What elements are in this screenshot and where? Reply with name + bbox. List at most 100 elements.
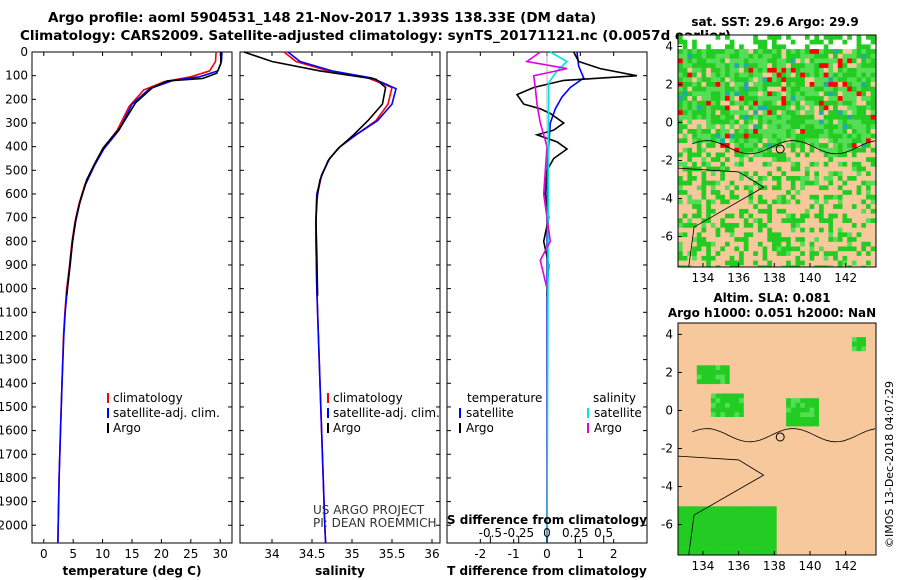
depth-tick-label: 1800 [0,471,28,485]
difference-legend-title-temperature: temperature [467,391,542,405]
sst-map-title: sat. SST: 29.6 Argo: 29.9 [691,15,858,29]
depth-tick-label: 500 [5,163,28,177]
s-difference-tick-label: -0.5 [479,526,502,540]
temperature-xtick-label: 25 [183,547,198,561]
s-difference-tick-label: 0.5 [594,526,613,540]
sst_map-xtick-label: 142 [834,271,857,285]
sst_map-ytick-label: -2 [661,154,673,168]
depth-tick-label: 800 [5,234,28,248]
salinity-legend-label: climatology [333,391,403,405]
difference-panel: -2 -1 0 1 2 T difference from climatology -0.5… [446,51,648,578]
salinity-xtick-label: 35.5 [379,547,406,561]
salinity-xtick-label: 35 [344,547,359,561]
figure-title-line2: Climatology: CARS2009. Satellite-adjuste… [20,28,732,44]
timestamp-stamp: ©IMOS 13-Dec-2018 04:07:29 [883,381,896,548]
s-difference-label: S difference from climatology [447,513,647,527]
sst_map-xtick-label: 140 [799,271,822,285]
depth-tick-label: 1600 [0,424,28,438]
sla_map-xtick-label: 138 [763,559,786,573]
temperature-plot-frame [31,51,233,544]
sst_map-ytick-label: 4 [665,39,673,53]
salinity-plot-frame [239,51,441,544]
sst_map-xtick-label: 138 [763,271,786,285]
salinity-annotation-line: US ARGO PROJECT [313,503,425,517]
sst_map-ytick-label: -6 [661,230,673,244]
sst_map-grid [678,35,876,267]
salinity-annotation-line: PI: DEAN ROEMMICH [313,516,436,530]
temperature-panel: 0 5 10 15 20 25 300100200300400500600700800900… [0,45,233,578]
temperature-xtick-label: 10 [95,547,110,561]
depth-tick-label: 300 [5,116,28,130]
salinity-series-argo [243,51,387,296]
salinity-legend-label: satellite-adj. clim. [333,406,440,420]
temperature-xtick-label: 20 [154,547,169,561]
depth-tick-label: 2000 [0,518,28,532]
sla_map-ytick-label: -2 [661,442,673,456]
difference-series-s-argo [524,51,568,289]
depth-tick-label: 1300 [0,353,28,367]
temperature-legend-label: Argo [113,421,141,435]
difference-legend-label: satellite [466,406,514,420]
difference-xtick-label: 2 [610,547,618,561]
temperature-xtick-label: 0 [40,547,48,561]
temperature-legend-label: satellite-adj. clim. [113,406,220,420]
difference-legend-label: Argo [594,421,622,435]
sla_map-ytick-label: -4 [661,480,673,494]
depth-tick-label: 700 [5,211,28,225]
salinity-panel: 34 34.5 35 35.5 36 salinity climatologysatelli… [239,51,441,578]
s-difference-tick-label: 0 [543,526,551,540]
temperature-xtick-label: 5 [69,547,77,561]
salinity-legend-label: Argo [333,421,361,435]
depth-tick-label: 100 [5,69,28,83]
salinity-xtick-label: 34 [264,547,279,561]
sla_map-grid [678,323,876,555]
figure-title-line1: Argo profile: aoml 5904531_148 21-Nov-20… [48,10,597,26]
temperature-xlabel: temperature (deg C) [63,564,202,578]
sst_map-xtick-label: 136 [727,271,750,285]
sla_map-ytick-label: 2 [665,365,673,379]
depth-tick-label: 0 [20,45,28,59]
salinity-xlabel: salinity [315,564,365,578]
depth-tick-label: 200 [5,92,28,106]
difference-xtick-label: 1 [577,547,585,561]
difference-series-s-satellite [546,51,569,544]
temperature-legend-label: climatology [113,391,183,405]
depth-tick-label: 1200 [0,329,28,343]
sla_map-coastline-south [678,455,765,555]
sla_map-argo-marker [775,432,785,442]
sst_map-ytick-label: 0 [665,115,673,129]
difference-xlabel: T difference from climatology [447,564,647,578]
sst_map-ytick-label: -4 [661,192,673,206]
depth-tick-label: 900 [5,258,28,272]
sla_map-xtick-label: 140 [799,559,822,573]
sla_map-ytick-label: -6 [661,518,673,532]
salinity-xtick-label: 36 [424,547,439,561]
depth-tick-label: 1400 [0,376,28,390]
salinity-xtick-label: 34.5 [299,547,326,561]
sla_map-frame [677,322,877,556]
depth-tick-label: 1900 [0,495,28,509]
depth-tick-label: 1000 [0,282,28,296]
difference-legend-label: Argo [466,421,494,435]
sst-map-panel: 134 136 138 140 142 4 2 0 -2 -4 -6 sat. SST: 29.6 A… [661,15,877,285]
sst_map-xtick-label: 134 [692,271,715,285]
depth-tick-label: 1100 [0,305,28,319]
sla-map-subtitle: Argo h1000: 0.051 h2000: NaN [668,306,876,320]
sst_map-coastline [692,140,876,155]
temperature-series-argo [65,52,222,296]
sst_map-frame [677,34,877,268]
difference-xtick-label: 0 [543,547,551,561]
depth-tick-label: 600 [5,187,28,201]
s-difference-tick-label: 0.25 [562,526,589,540]
difference-legend-title-salinity: salinity [593,391,636,405]
sla_map-ytick-label: 4 [665,327,673,341]
sst_map-ytick-label: 2 [665,77,673,91]
depth-tick-label: 1700 [0,447,28,461]
difference-xtick-label: -1 [508,547,520,561]
sst_map-coastline-south [678,167,765,267]
sla-map-title: Altim. SLA: 0.081 [713,291,830,305]
sla_map-coastline [692,428,876,443]
sla-map-panel: 134 136 138 140 142 4 2 0 -2 -4 -6 Altim. SLA: 0.08… [661,291,877,573]
difference-xtick-label: -2 [474,547,486,561]
